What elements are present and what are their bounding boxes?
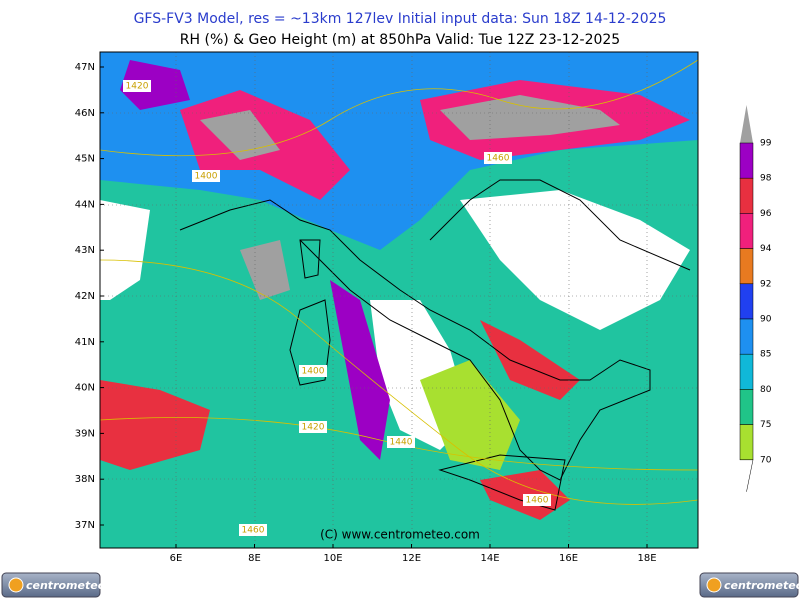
- title: GFS-FV3 Model, res = ~13km 127lev Initia…: [134, 11, 667, 27]
- colorbar-swatch: [739, 318, 754, 355]
- contour-label: 1460: [242, 526, 265, 536]
- contour-label: 1460: [526, 496, 549, 506]
- colorbar-below: [740, 459, 754, 492]
- coastline: [429, 179, 691, 271]
- colorbar: 99 98 96 94 92 90 85 80 75 70: [739, 105, 772, 492]
- lat-label: 40N: [75, 383, 95, 394]
- colorbar-swatch: [739, 283, 754, 320]
- corsica: [299, 239, 321, 279]
- colorbar-label: 92: [760, 279, 771, 289]
- colorbar-above: [740, 105, 753, 143]
- logo-text: centrometeo: [724, 579, 800, 592]
- colorbar-label: 90: [760, 315, 772, 325]
- lat-label: 43N: [75, 245, 95, 256]
- lat-label: 44N: [75, 199, 95, 210]
- colorbar-label: 96: [760, 209, 772, 219]
- field-saturated: [240, 240, 290, 300]
- contour-label: 1420: [302, 423, 325, 433]
- contour-labels: 1420 1400 1460 1400 1420 1440 1460 1460: [123, 80, 551, 536]
- field-dry: [100, 200, 150, 300]
- colorbar-swatch: [739, 142, 754, 179]
- lon-label: 14E: [480, 553, 499, 564]
- contour: [100, 59, 698, 157]
- colorbar-swatch: [739, 424, 754, 461]
- contour-label-box: [387, 436, 415, 448]
- lat-label: 37N: [75, 520, 95, 531]
- colorbar-label: 75: [760, 420, 771, 430]
- colorbar-label: 70: [760, 455, 772, 465]
- contour-label: 1440: [390, 438, 413, 448]
- lon-label: 6E: [170, 553, 183, 564]
- axis-labels: 47N 46N 45N 44N 43N 42N 41N 40N 39N 38N 37N 6E 8E 10E…: [75, 62, 657, 564]
- contour-label-box: [239, 524, 267, 536]
- sicily: [438, 454, 566, 511]
- logo-text: centrometeo: [26, 579, 106, 592]
- coastline: [179, 199, 651, 481]
- colorbar-label: 98: [760, 174, 772, 184]
- contour-label-box: [523, 494, 551, 506]
- colorbar-swatch: [739, 248, 754, 285]
- lon-label: 12E: [402, 553, 421, 564]
- contour-label-box: [299, 365, 327, 377]
- copyright: (C) www.centrometeo.com: [320, 528, 480, 542]
- lon-label: 10E: [323, 553, 342, 564]
- colorbar-label: 85: [760, 350, 771, 360]
- colorbar-swatch: [739, 389, 754, 425]
- logo-left: centrometeo: [1, 572, 106, 598]
- lat-label: 45N: [75, 154, 95, 165]
- contour-label: 1400: [302, 367, 325, 377]
- field-dry: [460, 190, 690, 330]
- colorbar-label: 99: [760, 139, 772, 149]
- map-frame: [99, 51, 699, 549]
- field-saturated: [440, 95, 620, 140]
- map-field: [100, 52, 698, 548]
- logo-right: centrometeo: [699, 572, 800, 598]
- contour: [100, 417, 698, 471]
- contour-label-box: [123, 80, 151, 92]
- colorbar-swatch: [739, 213, 754, 249]
- field-moist: [480, 320, 580, 400]
- contour-label: 1420: [126, 82, 149, 92]
- lon-label: 16E: [559, 553, 578, 564]
- contour-label-box: [299, 421, 327, 433]
- contour-label: 1460: [487, 154, 510, 164]
- contour-label-box: [192, 170, 220, 182]
- lat-label: 42N: [75, 291, 95, 302]
- field-moist: [120, 60, 190, 110]
- lat-label: 47N: [75, 62, 95, 73]
- colorbar-swatch: [739, 177, 754, 214]
- graticule: [100, 52, 698, 548]
- contour: [100, 259, 698, 505]
- field-moist: [100, 380, 210, 470]
- lat-label: 39N: [75, 428, 95, 439]
- field-green: [420, 360, 520, 470]
- colorbar-label: 80: [760, 385, 772, 395]
- colorbar-label: 94: [760, 244, 772, 254]
- colorbar-swatch: [739, 353, 754, 390]
- sardinia: [289, 299, 331, 386]
- lat-label: 46N: [75, 108, 95, 119]
- lon-label: 8E: [248, 553, 261, 564]
- lat-label: 41N: [75, 337, 95, 348]
- contour-label-box: [484, 152, 512, 164]
- lat-label: 38N: [75, 474, 95, 485]
- lon-label: 18E: [637, 553, 656, 564]
- subtitle: RH (%) & Geo Height (m) at 850hPa Valid:…: [180, 32, 620, 48]
- contour-label: 1400: [195, 172, 218, 182]
